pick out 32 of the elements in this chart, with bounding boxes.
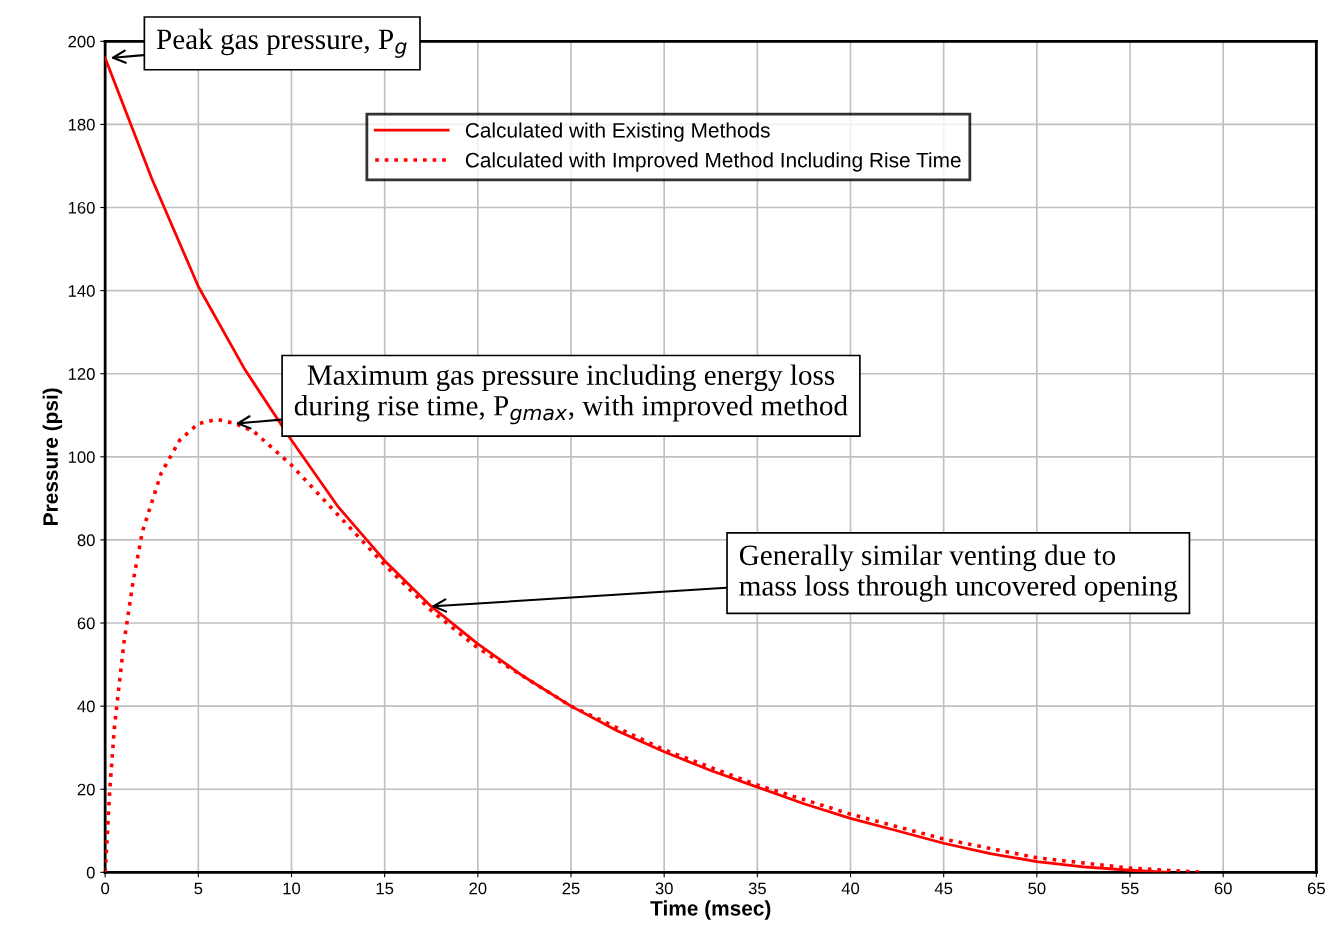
y-tick-label: 160 [68, 201, 95, 214]
y-tick-label: 200 [68, 35, 95, 48]
y-tick-label: 120 [68, 368, 95, 380]
annotation: Generally similar venting due to mass loss through uncovered opening [739, 544, 1178, 602]
x-tick-label: 20 [469, 882, 487, 895]
x-tick-label: 40 [841, 882, 860, 895]
y-tick-label: 0 [86, 866, 95, 879]
y-tick-label: 40 [77, 700, 95, 713]
y-tick-label: 180 [68, 118, 95, 131]
x-tick-label: 5 [194, 882, 203, 895]
y-tick-label: 100 [68, 451, 95, 464]
x-tick-label: 0 [101, 882, 110, 895]
legend-label: Calculated with Existing Methods [465, 122, 770, 142]
x-axis-title: Time (msec) [650, 900, 771, 920]
y-tick-label: 140 [68, 285, 95, 297]
legend-label: Calculated with Improved Method Including Rise Time [465, 152, 961, 172]
x-tick-label: 60 [1214, 882, 1232, 895]
x-tick-label: 15 [376, 882, 394, 895]
y-tick-label: 20 [77, 783, 95, 796]
annotation: Peak gas pressure, P$_{g}$ [156, 28, 407, 58]
x-tick-label: 45 [934, 882, 953, 895]
x-tick-label: 35 [748, 882, 766, 895]
y-tick-label: 60 [77, 617, 95, 630]
x-tick-label: 65 [1307, 882, 1325, 895]
x-tick-label: 55 [1121, 882, 1139, 895]
y-axis-title: Pressure (psi) [42, 388, 63, 525]
annotation: Maximum gas pressure including energy loss during rise time, P$_{gmax}$, with improved method [294, 364, 848, 425]
x-tick-label: 10 [283, 882, 301, 895]
x-tick-label: 30 [655, 882, 673, 895]
x-tick-label: 25 [562, 882, 580, 895]
x-tick-label: 50 [1028, 882, 1046, 895]
y-tick-label: 80 [77, 534, 95, 547]
